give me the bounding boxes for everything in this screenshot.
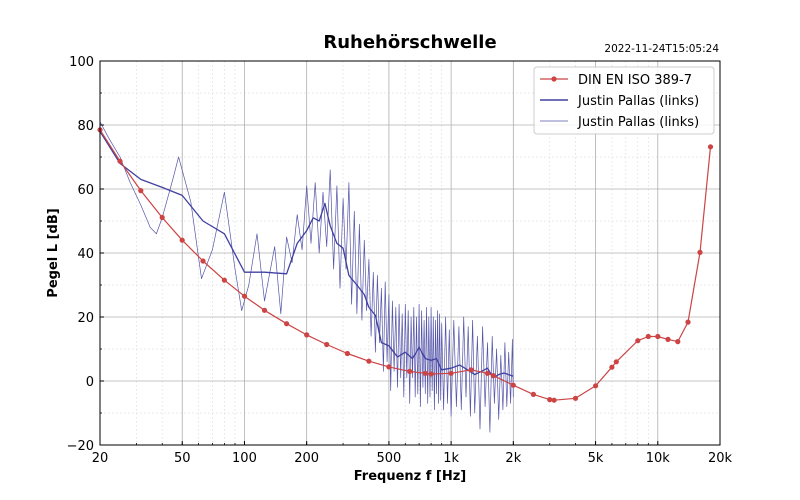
y-tick-label: 60 <box>77 183 94 198</box>
din-data-point <box>655 333 661 340</box>
grid <box>100 61 720 445</box>
y-axis-title: Pegel L [dB] <box>46 208 61 297</box>
din-data-point <box>448 370 454 376</box>
din-data-point <box>572 395 579 401</box>
din-data-point <box>324 341 330 348</box>
y-tick-label: 20 <box>77 311 94 326</box>
din-data-point <box>261 307 268 313</box>
din-data-point <box>422 370 428 376</box>
series-line-1 <box>100 131 514 379</box>
din-data-point <box>665 336 671 342</box>
din-data-point <box>675 339 681 345</box>
legend: DIN EN ISO 389-7 Justin Pallas (links) J… <box>533 66 715 135</box>
legend-label-pallas-raw: Justin Pallas (links) <box>577 115 699 130</box>
legend-label-din: DIN EN ISO 389-7 <box>578 73 692 88</box>
din-data-point <box>609 364 615 370</box>
din-data-point <box>241 293 248 299</box>
din-data-point <box>685 319 691 325</box>
din-data-point <box>593 383 599 389</box>
din-data-point <box>428 371 434 377</box>
din-data-point <box>179 237 185 243</box>
x-tick-label: 100 <box>232 451 257 466</box>
din-data-point <box>284 321 290 327</box>
x-tick-label: 200 <box>294 451 319 466</box>
series-line-2 <box>100 121 514 433</box>
y-tick-label: −20 <box>67 439 94 454</box>
din-data-point <box>138 188 144 194</box>
din-data-point <box>159 214 165 221</box>
din-data-point <box>304 332 310 338</box>
din-data-point <box>386 364 392 370</box>
din-data-point <box>613 359 619 365</box>
din-data-point <box>117 158 123 164</box>
x-tick-label: 50 <box>174 451 191 466</box>
x-tick-label: 20 <box>92 451 109 466</box>
legend-label-pallas-avg: Justin Pallas (links) <box>577 94 699 109</box>
legend-box <box>533 66 715 135</box>
ticks: 20 50 100 200 500 1k 2k 5k 10k 20k −20 0 20 40 60 80 100 <box>67 55 733 466</box>
din-data-point <box>547 397 553 403</box>
y-tick-label: 0 <box>86 375 94 390</box>
chart-title: Ruhehörschwelle <box>323 32 496 53</box>
y-tick-label: 40 <box>77 247 94 262</box>
x-tick-label: 10k <box>646 451 671 466</box>
din-data-point <box>200 258 206 264</box>
din-data-point <box>530 391 537 397</box>
din-data-point <box>645 333 651 340</box>
din-data-point <box>468 367 474 373</box>
din-data-point <box>490 373 496 379</box>
din-data-point <box>697 249 703 255</box>
y-tick-label: 80 <box>77 119 94 134</box>
x-tick-label: 2k <box>505 451 521 466</box>
x-tick-label: 5k <box>588 451 604 466</box>
y-tick-label: 100 <box>69 55 94 70</box>
din-data-point <box>407 368 413 374</box>
din-data-point <box>366 358 372 364</box>
legend-marker-din <box>551 76 557 82</box>
din-data-point <box>635 338 641 344</box>
x-axis-title: Frequenz f [Hz] <box>354 469 467 484</box>
din-data-point <box>510 382 516 388</box>
x-tick-label: 20k <box>708 451 733 466</box>
din-data-point <box>221 277 227 283</box>
timestamp: 2022-11-24T15:05:24 <box>604 43 719 55</box>
din-data-point <box>707 144 714 150</box>
x-tick-label: 1k <box>443 451 459 466</box>
x-tick-label: 500 <box>376 451 401 466</box>
din-data-point <box>551 397 557 403</box>
din-data-point <box>344 350 350 357</box>
series-layer <box>97 121 714 433</box>
din-data-point <box>484 370 491 376</box>
